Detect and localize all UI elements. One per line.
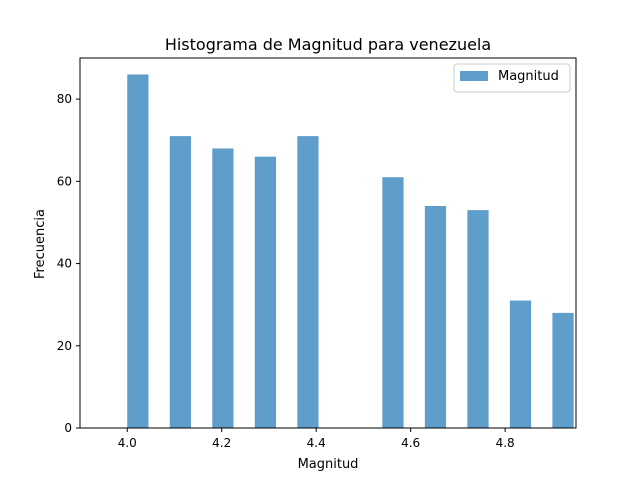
histogram-bar <box>467 210 489 428</box>
chart-title: Histograma de Magnitud para venezuela <box>165 35 491 54</box>
histogram-bar <box>127 74 149 428</box>
plot-area: 4.0 4.2 4.4 4.6 4.8 0 20 40 60 80 <box>57 57 577 450</box>
y-axis-label: Frecuencia <box>33 209 48 279</box>
y-tick-label: 60 <box>57 174 72 188</box>
histogram-bar <box>509 300 532 428</box>
x-axis-label: Magnitud <box>298 457 359 472</box>
y-tick-label: 20 <box>57 339 72 353</box>
histogram-bar <box>169 136 192 428</box>
legend-swatch <box>460 71 488 81</box>
histogram-bar <box>552 312 574 428</box>
histogram-bar <box>297 136 319 428</box>
histogram-bar <box>424 206 447 428</box>
legend-label: Magnitud <box>498 69 559 84</box>
x-tick-label: 4.0 <box>118 436 137 450</box>
y-tick-label: 80 <box>57 92 72 106</box>
legend: Magnitud <box>453 63 571 93</box>
x-tick-label: 4.8 <box>496 436 515 450</box>
plot-frame <box>79 57 577 429</box>
y-tick-label: 0 <box>64 421 72 435</box>
histogram-bar <box>254 156 277 428</box>
histogram-bar <box>212 148 234 428</box>
x-tick-label: 4.2 <box>212 436 231 450</box>
histogram-bar <box>382 177 404 428</box>
x-tick-label: 4.6 <box>401 436 420 450</box>
y-tick-label: 40 <box>57 257 72 271</box>
x-tick-label: 4.4 <box>307 436 326 450</box>
